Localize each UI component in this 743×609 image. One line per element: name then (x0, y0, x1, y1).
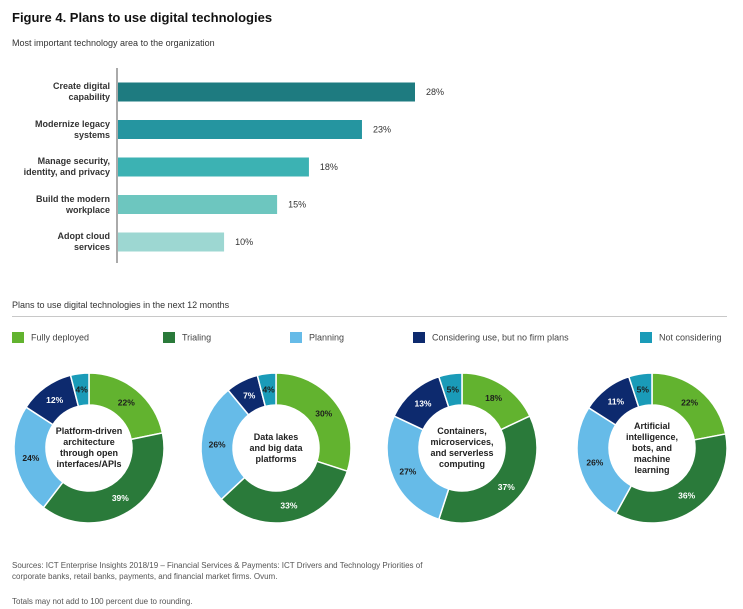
bar (118, 82, 415, 102)
donut-center-label-line: microservices, (430, 437, 494, 447)
donut-slice-label: 24% (22, 453, 39, 463)
legend-label: Not considering (659, 332, 722, 343)
donut-center-label-line: through open (60, 448, 118, 458)
donut-slice-label: 27% (399, 466, 416, 476)
legend-item: Considering use, but no firm plans (413, 332, 569, 344)
donut-slice (275, 372, 352, 473)
donut-slice-label: 4% (262, 384, 275, 394)
legend-swatch (12, 332, 24, 344)
donut-slice (437, 372, 463, 409)
bar-category-label: Adopt cloud services (12, 231, 111, 253)
legend-swatch (163, 332, 175, 344)
donut-slice-label: 26% (586, 458, 603, 468)
donut-slice-label: 11% (608, 396, 625, 406)
donut-center-label: Containers, microservices, and serverless c… (424, 426, 500, 470)
source-note: Sources: ICT Enterprise Insights 2018/19… (12, 561, 423, 581)
donut-slice-label: 22% (681, 398, 698, 408)
donut-center-label-line: Data lakes (253, 431, 299, 442)
bar-category-label-line: systems (73, 129, 110, 140)
bar-category-label-line: Build the modern (36, 193, 110, 204)
bar-category-label-line: Adopt cloud (57, 231, 111, 241)
donut-center-label-line: computing (439, 459, 485, 469)
section-divider (12, 316, 727, 317)
donut-center-label-line: platforms (255, 453, 297, 464)
donut-slice-label: 37% (498, 482, 515, 492)
donut-center-label-line: learning (634, 464, 670, 475)
bar-category-label: Modernize legacy systems (12, 119, 110, 141)
donut-center-label: Artificial intelligence, bots, and machine l… (614, 421, 690, 476)
donut-slice-label: 5% (447, 385, 460, 395)
donut-slice (614, 433, 728, 524)
legend-item: Not considering (640, 332, 722, 344)
legend-swatch (413, 332, 425, 344)
donut-slice-label: 18% (485, 393, 502, 403)
legend-label: Considering use, but no firm plans (432, 332, 569, 343)
bar-value-label: 28% (426, 87, 444, 97)
donut-slice-label: 33% (280, 501, 297, 511)
bar-category-label: Manage security, identity, and privacy (12, 156, 110, 178)
donut-center-label-line: bots, and (632, 442, 672, 453)
legend-swatch (640, 332, 652, 344)
bar-category-label-line: workplace (65, 204, 110, 215)
donut-slice-label: 22% (118, 397, 135, 407)
donut-slice-label: 26% (209, 439, 226, 449)
donut-center-label-line: and big data (249, 442, 303, 453)
rounding-note: Totals may not add to 100 percent due to… (12, 597, 193, 606)
donut-center-label-line: machine (633, 453, 671, 464)
bar-category-label-line: services (73, 242, 110, 252)
donut-center-label-line: Artificial (633, 420, 670, 431)
bar-category-label-line: Create digital (52, 81, 110, 91)
donut-center-label-line: Platform-driven (55, 426, 123, 436)
donut-center-label-line: interfaces/APIs (56, 459, 122, 469)
donut-section-title: Plans to use digital technologies in the… (12, 300, 230, 310)
legend-item: Planning (290, 332, 344, 344)
bar-value-label: 15% (288, 200, 306, 210)
bar-category-label: Create digital capability (12, 81, 110, 103)
bar-category-label: Build the modern workplace (12, 194, 110, 216)
donut-center-label-line: intelligence, (625, 431, 678, 442)
bar (118, 120, 362, 139)
bar-category-label-line: Manage security, (37, 156, 110, 166)
donut-center-label-line: architecture (63, 437, 115, 447)
bar-category-label-line: Modernize legacy (34, 118, 110, 129)
legend-label: Fully deployed (31, 332, 90, 343)
legend-label: Planning (309, 332, 345, 343)
donut-center-label-line: Containers, (437, 426, 487, 436)
bar-value-label: 10% (235, 237, 253, 247)
donut-slice (256, 372, 277, 408)
bar (118, 157, 309, 177)
donut-center-label: Platform-driven architecture through open i… (51, 426, 127, 470)
donut-center-label-line: and serverless (430, 448, 494, 458)
bar-category-label-line: identity, and privacy (23, 167, 110, 177)
bar-category-label-line: capability (68, 92, 110, 102)
donut-slice-label: 13% (414, 399, 431, 409)
figure-title: Figure 4. Plans to use digital technolog… (12, 10, 273, 25)
legend-item: Trialing (163, 332, 211, 344)
donut-slice-label: 12% (46, 395, 63, 405)
donut-slice (437, 415, 538, 524)
legend-label: Trialing (182, 332, 212, 343)
donut-slice-label: 4% (76, 384, 89, 394)
donut-slice (627, 372, 653, 409)
donut-slice-label: 30% (315, 408, 332, 418)
bar (118, 195, 278, 214)
bar-value-label: 18% (320, 162, 338, 172)
donut-slice-label: 7% (243, 390, 256, 400)
bar-chart-subtitle: Most important technology area to the or… (12, 38, 215, 48)
donut-center-label: Data lakes and big data platforms (238, 432, 314, 465)
bar-chart: 28% 23% 18% 15% 10% (116, 68, 444, 263)
bar (118, 232, 225, 252)
donut-slice (42, 432, 165, 524)
donut-charts: 22% 39% 24% 12% 4% 30% 33% 26% 7% 4% 18% 37% 27% 13% 5… (13, 372, 728, 524)
donut-slice-label: 36% (678, 491, 695, 501)
legend-swatch (290, 332, 302, 344)
legend-item: Fully deployed (12, 332, 89, 344)
bar-value-label: 23% (373, 125, 391, 135)
donut-slice (220, 460, 349, 524)
donut-slice-label: 5% (637, 385, 650, 395)
donut-slice (69, 372, 90, 408)
donut-slice-label: 39% (112, 493, 129, 503)
